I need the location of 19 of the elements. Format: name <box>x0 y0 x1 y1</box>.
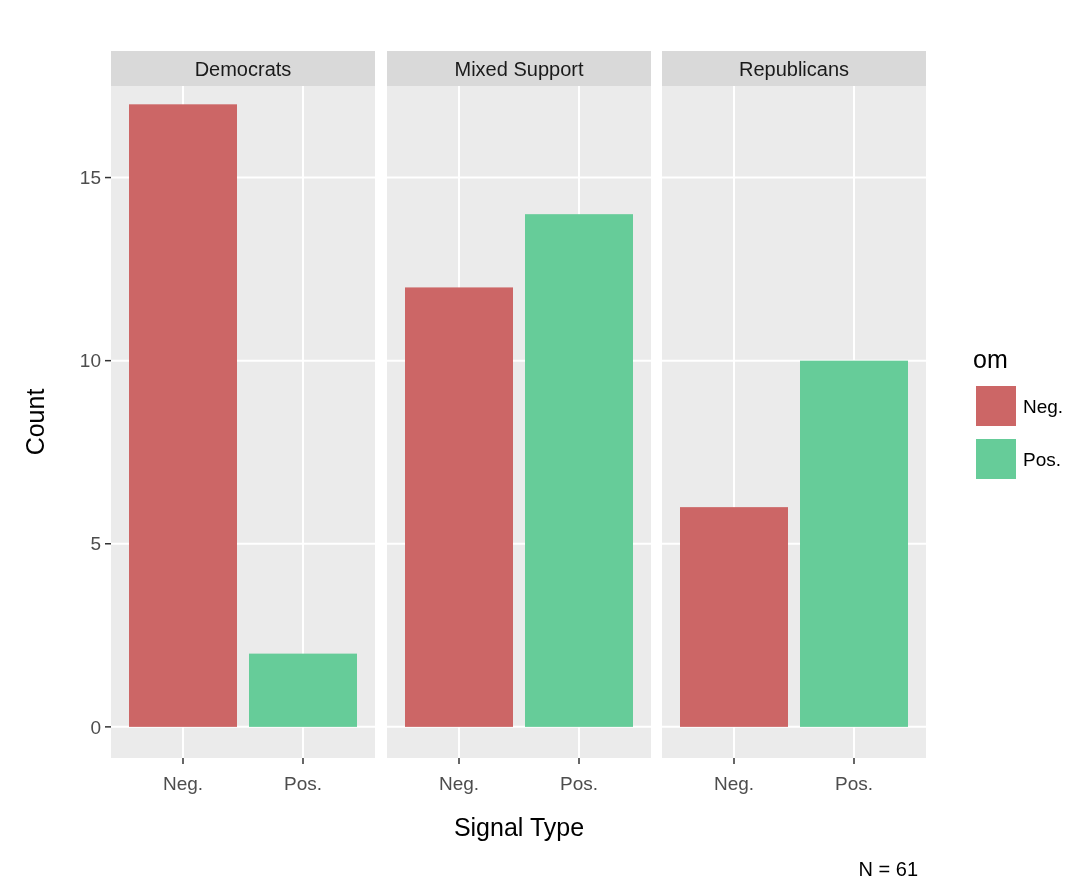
legend-label: Neg. <box>1023 395 1064 417</box>
chart-title: Democrats <box>194 58 292 80</box>
chart-title: Mixed Support <box>454 58 584 80</box>
x-tick-label: Neg. <box>713 773 755 794</box>
x-tick-label: Neg. <box>162 773 204 794</box>
y-tick-label: 15 <box>79 167 101 189</box>
x-axis-title: Signal Type <box>453 813 585 841</box>
chart-title: Republicans <box>738 58 850 80</box>
text: N = 61 <box>858 858 918 878</box>
y-tick-label: 0 <box>90 716 101 738</box>
y-tick-label: 5 <box>90 533 101 555</box>
x-tick-label: Neg. <box>438 773 480 794</box>
x-tick-label: Pos. <box>283 773 323 794</box>
y-tick-label: 10 <box>79 350 101 372</box>
legend-label: Pos. <box>1023 448 1062 470</box>
y-axis-title: Count <box>21 388 49 456</box>
x-tick-label: Pos. <box>834 773 874 794</box>
x-tick-label: Pos. <box>559 773 599 794</box>
legend-title: om <box>973 345 1008 373</box>
